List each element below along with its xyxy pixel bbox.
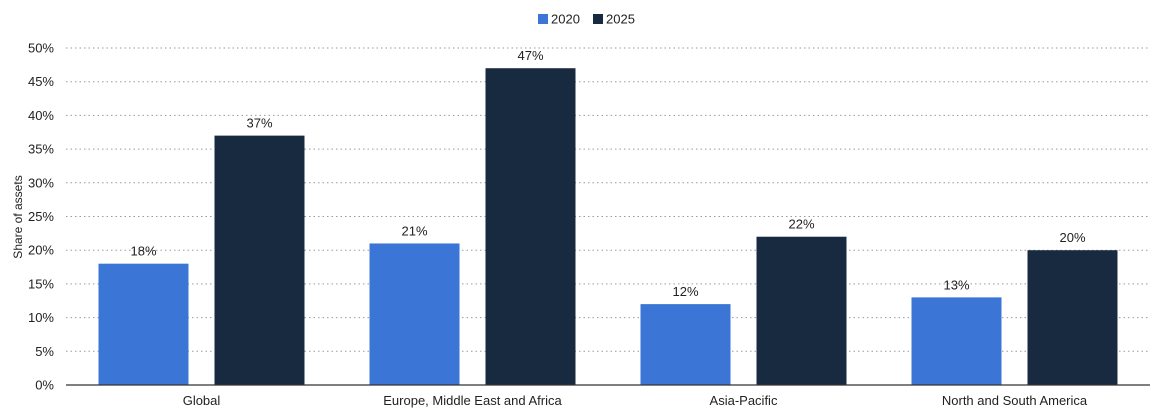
data-label: 12% (672, 284, 698, 299)
data-label: 37% (246, 116, 272, 131)
legend-swatch (538, 14, 548, 24)
bar-2025-3 (1027, 250, 1118, 385)
y-tick-label: 25% (28, 209, 54, 224)
y-axis-ticks: 0% 5% 10% 15% 20% 25% 30% 35% 40% 45% 50% (28, 41, 54, 393)
bar-2025-0 (214, 135, 305, 385)
bar-2020-1 (369, 243, 460, 385)
x-axis-categories: Global Europe, Middle East and Africa Asia… (183, 393, 1088, 408)
legend: 2020 2025 (538, 12, 635, 27)
data-label: 47% (517, 48, 543, 63)
bar-2025-2 (756, 236, 847, 385)
y-tick-label: 0% (35, 378, 54, 393)
bar-2020-0 (98, 263, 189, 385)
y-tick-label: 40% (28, 108, 54, 123)
y-tick-label: 5% (35, 344, 54, 359)
legend-label: 2025 (606, 12, 635, 27)
legend-swatch (593, 14, 603, 24)
legend-label: 2020 (551, 12, 580, 27)
data-label: 20% (1059, 230, 1085, 245)
bars (98, 68, 1118, 385)
data-label: 22% (788, 217, 814, 232)
bar-data-labels: 18% 37% 21% 47% 12% 22% 13% 20% (130, 48, 1085, 299)
data-label: 18% (130, 244, 156, 259)
data-label: 21% (401, 223, 427, 238)
x-category-label: Asia-Pacific (710, 393, 778, 408)
x-category-label: North and South America (942, 393, 1088, 408)
y-tick-label: 15% (28, 276, 54, 291)
y-tick-label: 45% (28, 74, 54, 89)
x-category-label: Global (183, 393, 221, 408)
y-tick-label: 20% (28, 243, 54, 258)
bar-2020-2 (640, 304, 731, 385)
x-category-label: Europe, Middle East and Africa (383, 393, 562, 408)
data-label: 13% (943, 277, 969, 292)
y-tick-label: 10% (28, 310, 54, 325)
y-tick-label: 50% (28, 41, 54, 56)
y-tick-label: 30% (28, 175, 54, 190)
bar-2020-3 (911, 297, 1002, 385)
bar-2025-1 (485, 68, 576, 385)
y-tick-label: 35% (28, 142, 54, 157)
y-axis-title: Share of assets (11, 175, 25, 258)
